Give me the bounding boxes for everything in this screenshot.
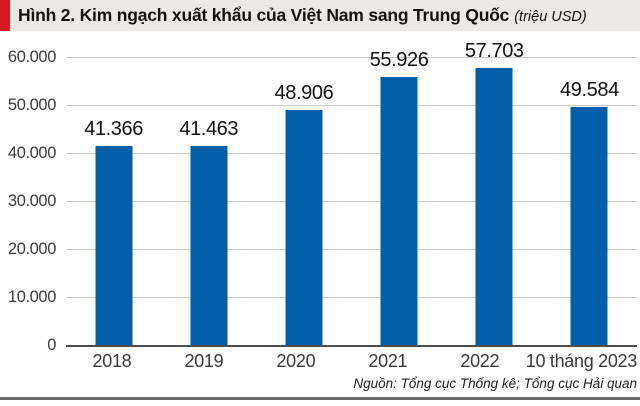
bar-column: 48.906 [256, 57, 351, 345]
bar-column: 41.366 [66, 57, 161, 345]
y-tick-label: 50.000 [7, 96, 56, 114]
bar-series: 41.366 41.463 48.906 55.926 57.703 49.584 [66, 40, 637, 345]
chart-title: Hình 2. Kim ngạch xuất khẩu của Việt Nam… [10, 5, 587, 26]
y-tick-label: 0 [47, 336, 56, 354]
bar-value-label: 41.366 [84, 118, 143, 140]
y-tick-label: 40.000 [7, 144, 56, 162]
bar-2020 [285, 110, 323, 345]
bar-column: 41.463 [161, 57, 256, 345]
red-accent-bar [0, 0, 10, 31]
y-axis: 60.000 50.000 40.000 30.000 20.000 10.000 0 [0, 48, 56, 354]
bar-column: 57.703 [447, 40, 542, 345]
y-tick-label: 20.000 [7, 240, 56, 258]
chart-title-unit: (triệu USD) [514, 9, 587, 25]
x-axis-labels: 2018 2019 2020 2021 2022 10 tháng 2023 [66, 351, 638, 372]
bar-10 tháng 2023 [570, 107, 608, 345]
chart-title-text: Hình 2. Kim ngạch xuất khẩu của Việt Nam… [18, 5, 510, 25]
bar-value-label: 49.584 [560, 79, 619, 101]
x-tick-label: 2020 [276, 351, 316, 371]
x-axis-line [66, 345, 637, 347]
x-tick-label: 2022 [460, 351, 500, 371]
bar-column: 49.584 [542, 57, 637, 345]
bar-value-label: 57.703 [464, 40, 524, 62]
bar-value-label: 48.906 [274, 82, 334, 104]
bar-2021 [380, 77, 418, 345]
y-tick-label: 60.000 [7, 48, 56, 66]
gridline [66, 105, 637, 106]
gridline [66, 201, 637, 202]
bar-column: 55.926 [352, 49, 447, 345]
plot-area: 41.366 41.463 48.906 55.926 57.703 49.584 [66, 40, 637, 347]
y-tick-label: 10.000 [7, 288, 56, 306]
x-tick-label: 2018 [92, 351, 132, 371]
bar-value-label: 55.926 [369, 49, 429, 71]
bar-2019 [190, 146, 228, 345]
source-note: Nguồn: Tổng cục Thống kê; Tổng cục Hải q… [353, 376, 637, 391]
x-tick-label: 2021 [368, 351, 408, 371]
gridline [66, 57, 637, 58]
x-tick-label: 2019 [184, 351, 224, 371]
bar-value-label: 41.463 [179, 118, 239, 140]
chart-header: Hình 2. Kim ngạch xuất khẩu của Việt Nam… [0, 0, 640, 31]
x-tick-label: 10 tháng 2023 [525, 351, 638, 371]
gridline [66, 153, 637, 154]
bottom-divider [0, 397, 640, 400]
gridline [66, 249, 637, 250]
bar-2022 [475, 68, 513, 345]
gridline [66, 297, 637, 298]
y-tick-label: 30.000 [7, 192, 56, 210]
bar-2018 [95, 146, 133, 345]
